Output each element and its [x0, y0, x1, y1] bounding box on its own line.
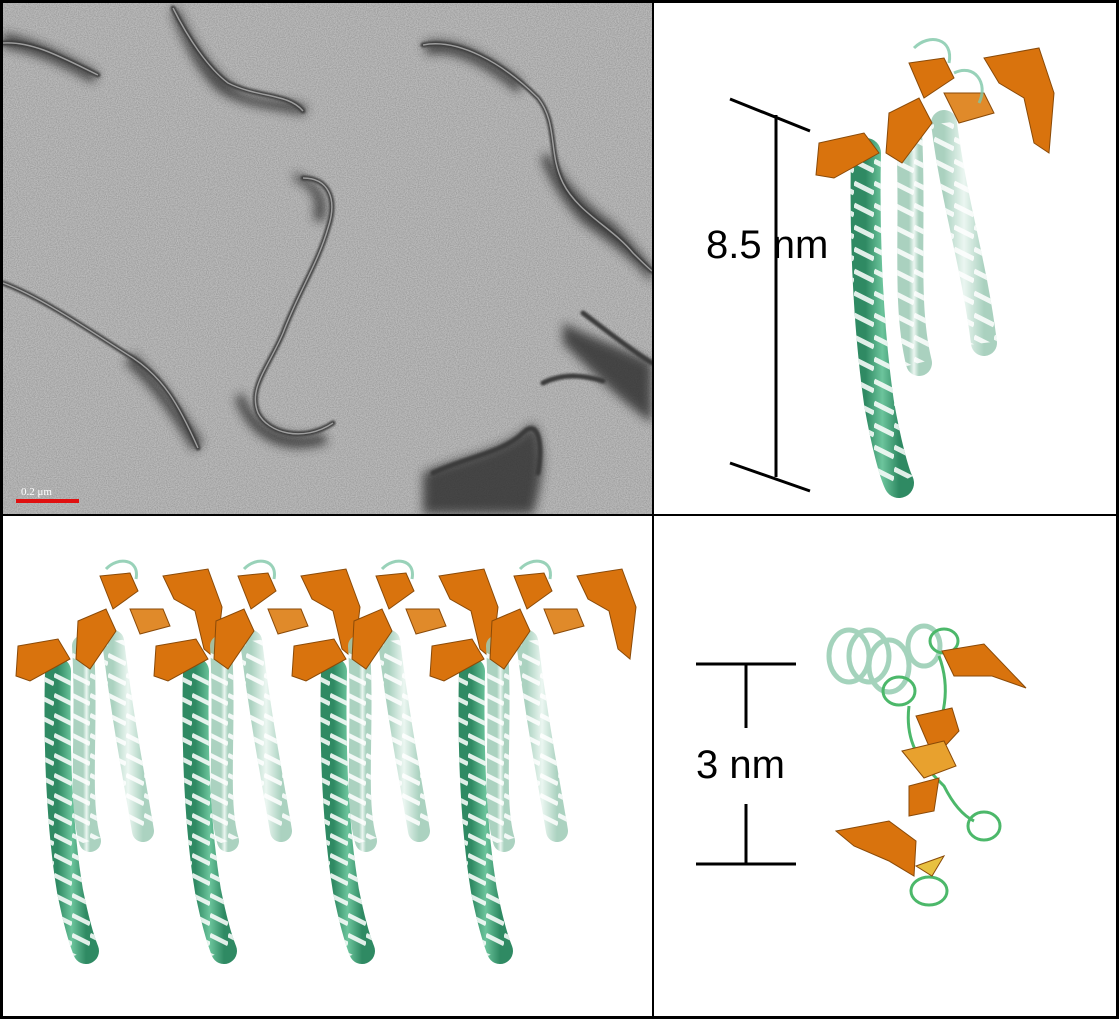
width-dimension-bracket [696, 662, 796, 866]
height-label: 8.5 nm [706, 223, 829, 267]
width-label: 3 nm [696, 743, 785, 787]
micrograph-image [3, 3, 652, 514]
trimer-structure [729, 38, 1055, 498]
single-trimer-panel: 8.5 nm [654, 3, 1116, 514]
trimer-unit-4 [430, 561, 636, 951]
scale-bar-label: 0.2 μm [21, 486, 52, 498]
height-dimension-bracket [729, 97, 811, 493]
trimer-array-structure [3, 516, 652, 1016]
trimer-array-panel [3, 516, 652, 1016]
top-view-panel: 3 nm [654, 516, 1116, 1016]
top-view-structure [696, 623, 1027, 907]
scale-bar [16, 499, 79, 503]
micrograph-panel: 0.2 μm [3, 3, 652, 514]
